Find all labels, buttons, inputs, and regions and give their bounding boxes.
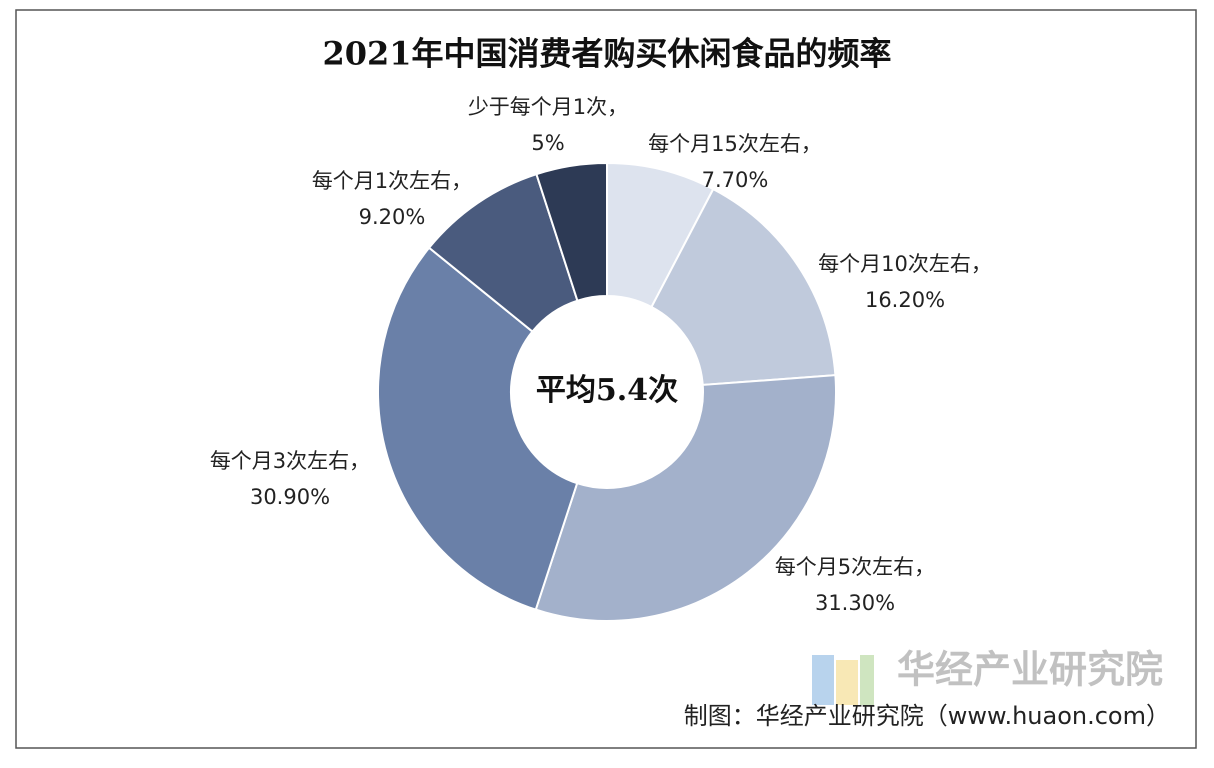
donut-slice [650, 187, 837, 387]
slice-category-label: 每个月10次左右， [818, 252, 992, 276]
slice-category-label: 每个月1次左右， [312, 169, 472, 193]
slice-value-label: 7.70% [702, 168, 769, 192]
slice-category-label: 每个月15次左右， [648, 132, 822, 156]
logo [812, 655, 874, 705]
donut-slice [377, 246, 579, 611]
chart-title: 2021年中国消费者购买休闲食品的频率 [322, 35, 891, 73]
slice-value-label: 16.20% [865, 288, 945, 312]
slice-category-label: 每个月3次左右， [210, 449, 370, 473]
donut-slice [534, 374, 837, 622]
slice-value-label: 31.30% [815, 591, 895, 615]
watermark: 华经产业研究院 [897, 648, 1163, 692]
frame [15, 9, 1197, 749]
slice-category-label: 每个月5次左右， [775, 555, 935, 579]
source: 制图：华经产业研究院（www.huaon.com） [684, 702, 1170, 730]
slice-category-label: 少于每个月1次， [468, 95, 628, 119]
slice-value-label: 5% [531, 131, 564, 155]
slice-value-label: 30.90% [250, 485, 330, 509]
donut-slice [535, 161, 608, 302]
slice-value-label: 9.20% [359, 205, 426, 229]
center-label: 平均5.4次 [536, 373, 678, 408]
